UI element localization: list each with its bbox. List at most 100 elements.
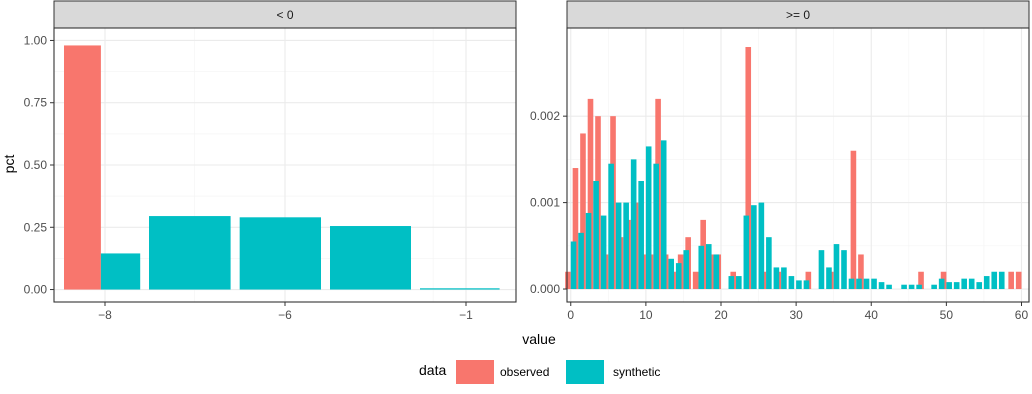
bar-synthetic [645,146,652,290]
x-tick-label: 10 [639,308,653,322]
panel-border [566,27,1030,303]
bar-synthetic [953,282,960,290]
bar-synthetic [938,278,945,290]
bar-synthetic [593,180,599,290]
y-tick-label: 0.75 [24,96,48,110]
bar-synthetic [736,276,742,290]
bar-observed [918,271,924,290]
y-tick-label: 0.002 [530,109,560,123]
bar-observed [580,133,586,290]
bar-synthetic [683,250,690,290]
bar-synthetic [766,237,772,290]
bar-observed [745,47,752,290]
bar-synthetic [653,163,659,290]
x-tick-label: 60 [1015,308,1029,322]
bar-synthetic [698,245,705,290]
panel-negative: < 0 0.00 0.25 0.50 0.75 1.00 −8 −6 −1 [24,0,517,322]
bar-observed [692,271,699,290]
facet-strip-label: < 0 [276,8,293,22]
bar-synthetic [908,284,915,290]
bar-synthetic [330,226,411,290]
y-tick-label: 0.00 [24,283,48,297]
bar-synthetic [856,278,862,290]
x-tick-label: −6 [278,308,292,322]
y-tick-label: 0.25 [24,220,48,234]
x-tick-label: −1 [459,308,473,322]
bar-observed [64,45,101,290]
bar-synthetic [833,244,840,290]
x-tick-label: 20 [714,308,728,322]
bar-observed [587,98,594,290]
bar-synthetic [773,267,780,290]
bar-observed [858,254,864,290]
bar-synthetic [886,284,892,290]
bar-observed [572,168,579,290]
bar-synthetic [803,280,810,290]
bar-synthetic [781,267,787,290]
bar-synthetic [743,215,750,290]
bar-synthetic [818,250,825,290]
bar-observed [850,150,857,290]
bar-synthetic [758,202,765,290]
bar-observed [565,271,571,290]
bar-synthetic [998,271,1005,290]
panels: < 0 0.00 0.25 0.50 0.75 1.00 −8 −6 −1 >= 0 0.00 0 0.… [24,0,1030,322]
facet-strip-label: >= 0 [786,8,810,22]
bar-synthetic [848,278,855,290]
bar-synthetic [600,215,607,290]
bar-synthetic [916,284,922,290]
bar-synthetic [420,288,500,290]
bar-synthetic [608,163,614,290]
bar-synthetic [946,282,952,290]
x-tick-label: 50 [940,308,954,322]
x-tick-label: 40 [865,308,879,322]
bar-synthetic [239,217,321,290]
bar-synthetic [841,250,847,290]
bar-synthetic [675,263,682,290]
bar-synthetic [826,267,832,290]
bar-synthetic [705,244,712,290]
y-axis-title: pct [1,155,17,174]
bar-synthetic [976,282,983,290]
x-tick-label: 0 [567,308,574,322]
bar-synthetic [751,205,757,290]
facet-strip [53,0,517,29]
bar-synthetic [983,276,990,290]
y-tick-label: 1.00 [24,33,48,47]
bar-synthetic [961,278,967,290]
bar-synthetic [788,276,795,290]
x-tick-label: −8 [98,308,112,322]
bar-synthetic [901,284,907,290]
y-tick-label: 0.50 [24,158,48,172]
bar-synthetic [668,258,675,290]
bar-synthetic [991,271,998,290]
bar-synthetic [931,284,937,290]
x-axis-title: value [522,331,556,347]
bar-observed [1008,271,1014,290]
bar-synthetic [623,202,629,290]
bar-synthetic [149,216,231,290]
bar-synthetic [100,253,141,290]
legend-title: data [419,362,446,378]
bar-synthetic [878,282,885,290]
bar-synthetic [578,232,584,290]
bar-synthetic [570,241,577,290]
bar-synthetic [968,278,975,290]
bar-synthetic [638,180,644,290]
x-tick-label: 30 [789,308,803,322]
bar-synthetic [728,276,735,290]
bar-synthetic [615,202,622,290]
y-tick-label: 0.001 [530,196,560,210]
panel-non-negative: >= 0 0.000 0.001 0.002 0 10 20 30 40 50 60 [530,0,1030,322]
legend-key-observed [456,360,494,384]
bar-synthetic [871,278,877,290]
bar-synthetic [713,254,720,290]
bar-synthetic [585,212,592,290]
bar-synthetic [660,140,667,290]
bar-synthetic [630,159,637,290]
legend: data observed synthetic [419,360,660,384]
bar-observed [1015,271,1022,290]
legend-label-synthetic: synthetic [613,365,660,379]
bar-synthetic [796,280,802,290]
